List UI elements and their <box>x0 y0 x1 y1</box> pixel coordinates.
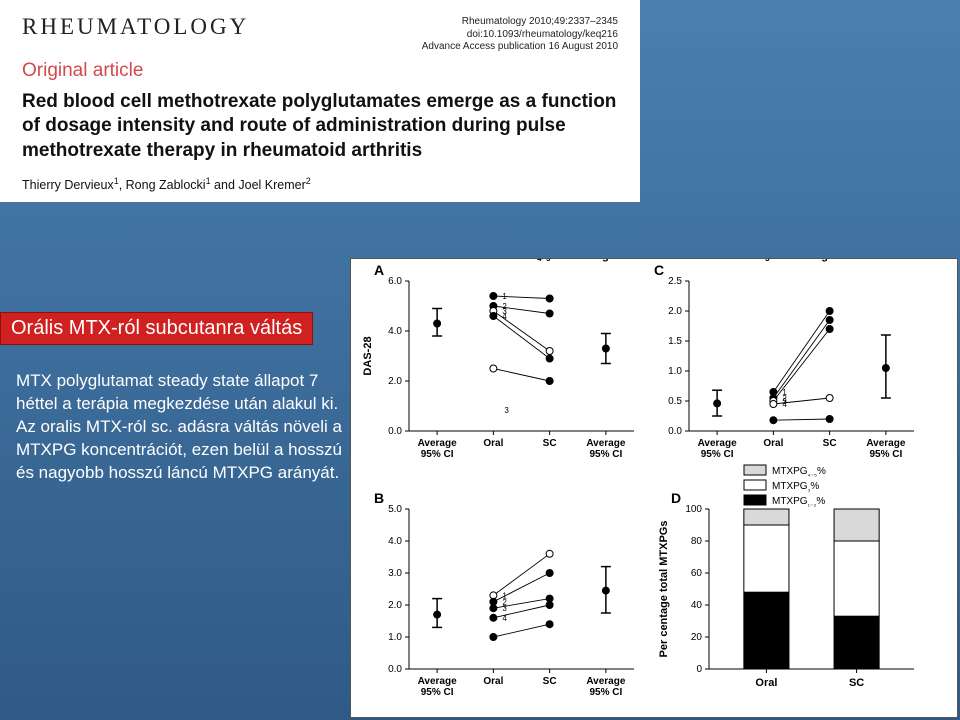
svg-text:0.0: 0.0 <box>388 426 402 437</box>
svg-text:0.0: 0.0 <box>388 664 402 675</box>
article-title: Red blood cell methotrexate polyglutamat… <box>22 90 618 164</box>
svg-text:MTXPG₃%: MTXPG₃% <box>772 481 819 493</box>
svg-text:4: 4 <box>502 312 507 321</box>
author-list: Thierry Dervieux1, Rong Zablocki1 and Jo… <box>22 176 618 192</box>
citation-line: doi:10.1093/rheumatology/keq216 <box>422 29 618 42</box>
svg-text:95% CI: 95% CI <box>869 449 902 460</box>
svg-text:0.0: 0.0 <box>668 426 682 437</box>
svg-text:2.5: 2.5 <box>668 276 682 287</box>
svg-text:95% CI: 95% CI <box>421 687 454 698</box>
svg-text:2.0: 2.0 <box>668 306 682 317</box>
body-text: MTX polyglutamat steady state állapot 7 … <box>16 370 346 485</box>
svg-text:MTXPG3 nmol/l×mg: MTXPG3 nmol/l×mg <box>726 259 828 263</box>
svg-text:MTXPG4–5 nmol/l×mg: MTXPG4–5 nmol/l×mg <box>498 259 609 263</box>
figure-svg: 0.02.04.06.0AAverage95% CIOralSCAverage9… <box>351 259 957 717</box>
svg-text:Average: Average <box>586 438 626 449</box>
svg-text:1.5: 1.5 <box>668 336 682 347</box>
svg-text:Average: Average <box>586 676 626 687</box>
svg-text:20: 20 <box>691 632 703 643</box>
citation-block: Rheumatology 2010;49:2337–2345 doi:10.10… <box>422 14 618 54</box>
svg-text:2.0: 2.0 <box>388 376 402 387</box>
svg-text:95% CI: 95% CI <box>421 449 454 460</box>
article-header: RHEUMATOLOGY Rheumatology 2010;49:2337–2… <box>0 0 640 202</box>
svg-text:Average: Average <box>418 676 458 687</box>
svg-text:3: 3 <box>504 406 509 415</box>
svg-text:0: 0 <box>696 664 702 675</box>
citation-line: Rheumatology 2010;49:2337–2345 <box>422 16 618 29</box>
svg-text:Oral: Oral <box>755 677 777 689</box>
svg-text:SC: SC <box>823 438 837 449</box>
svg-text:2.0: 2.0 <box>388 600 402 611</box>
svg-text:4: 4 <box>502 614 507 623</box>
svg-text:Average: Average <box>866 438 906 449</box>
svg-text:DAS-28: DAS-28 <box>362 336 374 375</box>
svg-text:4.0: 4.0 <box>388 326 402 337</box>
svg-text:Average: Average <box>698 438 738 449</box>
svg-text:Oral: Oral <box>483 438 503 449</box>
svg-text:100: 100 <box>685 504 702 515</box>
svg-text:1.0: 1.0 <box>388 632 402 643</box>
svg-text:95% CI: 95% CI <box>589 687 622 698</box>
svg-text:6.0: 6.0 <box>388 276 402 287</box>
citation-line: Advance Access publication 16 August 201… <box>422 41 618 54</box>
svg-text:4.0: 4.0 <box>388 536 402 547</box>
svg-text:95% CI: 95% CI <box>589 449 622 460</box>
svg-text:1.0: 1.0 <box>668 366 682 377</box>
svg-text:Average: Average <box>418 438 458 449</box>
svg-text:4: 4 <box>782 400 787 409</box>
svg-text:C: C <box>654 262 664 278</box>
svg-text:MTXPG₄₋₅%: MTXPG₄₋₅% <box>772 466 826 478</box>
svg-text:SC: SC <box>543 438 557 449</box>
svg-text:0.5: 0.5 <box>668 396 682 407</box>
callout-red: Orális MTX-ról subcutanra váltás <box>0 312 313 345</box>
svg-text:60: 60 <box>691 568 703 579</box>
svg-text:80: 80 <box>691 536 703 547</box>
svg-text:Oral: Oral <box>763 438 783 449</box>
svg-text:D: D <box>671 490 681 506</box>
svg-text:1: 1 <box>502 292 507 301</box>
svg-text:3: 3 <box>502 604 507 613</box>
svg-text:40: 40 <box>691 600 703 611</box>
svg-text:MTXPG₁₋₂%: MTXPG₁₋₂% <box>772 496 825 508</box>
svg-text:Per centage total MTXPGs: Per centage total MTXPGs <box>658 521 670 658</box>
svg-text:A: A <box>374 262 384 278</box>
section-label: Original article <box>22 60 618 82</box>
svg-text:SC: SC <box>849 677 864 689</box>
svg-text:95% CI: 95% CI <box>701 449 734 460</box>
journal-name: RHEUMATOLOGY <box>22 14 249 40</box>
svg-text:SC: SC <box>543 676 557 687</box>
svg-text:Oral: Oral <box>483 676 503 687</box>
figure-panel: 0.02.04.06.0AAverage95% CIOralSCAverage9… <box>350 258 958 718</box>
svg-text:B: B <box>374 490 384 506</box>
svg-text:3.0: 3.0 <box>388 568 402 579</box>
svg-text:5.0: 5.0 <box>388 504 402 515</box>
